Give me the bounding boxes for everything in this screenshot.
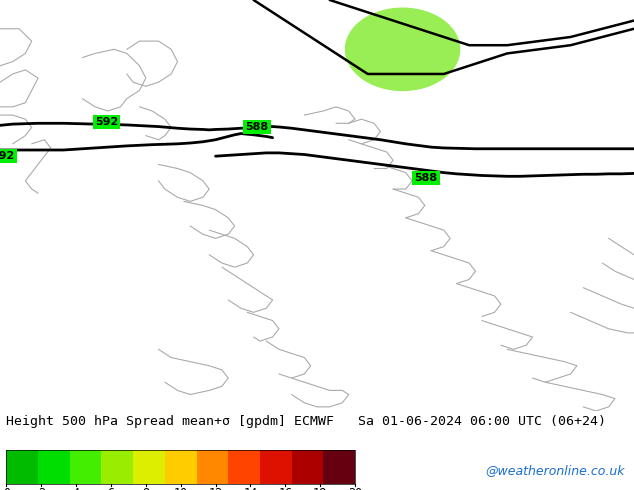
- Text: Height 500 hPa Spread mean+σ [gpdm] ECMWF   Sa 01-06-2024 06:00 UTC (06+24): Height 500 hPa Spread mean+σ [gpdm] ECMW…: [6, 415, 606, 428]
- Ellipse shape: [346, 8, 460, 91]
- Text: 20: 20: [348, 487, 362, 490]
- Bar: [6, 450, 355, 484]
- Bar: [260, 450, 292, 484]
- Text: 0: 0: [3, 487, 10, 490]
- Text: 4: 4: [72, 487, 80, 490]
- Text: 588: 588: [415, 173, 437, 183]
- Text: 18: 18: [313, 487, 327, 490]
- Bar: [165, 450, 197, 484]
- Text: 14: 14: [243, 487, 257, 490]
- Bar: [101, 450, 133, 484]
- Text: 6: 6: [107, 487, 115, 490]
- Bar: [70, 450, 101, 484]
- Text: 12: 12: [209, 487, 223, 490]
- Text: 8: 8: [142, 487, 150, 490]
- Bar: [323, 450, 355, 484]
- Bar: [292, 450, 323, 484]
- Text: 592: 592: [95, 117, 118, 127]
- Text: 2: 2: [37, 487, 45, 490]
- Text: 10: 10: [174, 487, 188, 490]
- Text: 592: 592: [0, 151, 15, 161]
- Bar: [38, 450, 70, 484]
- Bar: [133, 450, 165, 484]
- Text: 16: 16: [278, 487, 292, 490]
- Bar: [6, 450, 38, 484]
- Bar: [197, 450, 228, 484]
- Bar: [228, 450, 260, 484]
- Text: 588: 588: [245, 122, 268, 132]
- Text: @weatheronline.co.uk: @weatheronline.co.uk: [485, 464, 624, 477]
